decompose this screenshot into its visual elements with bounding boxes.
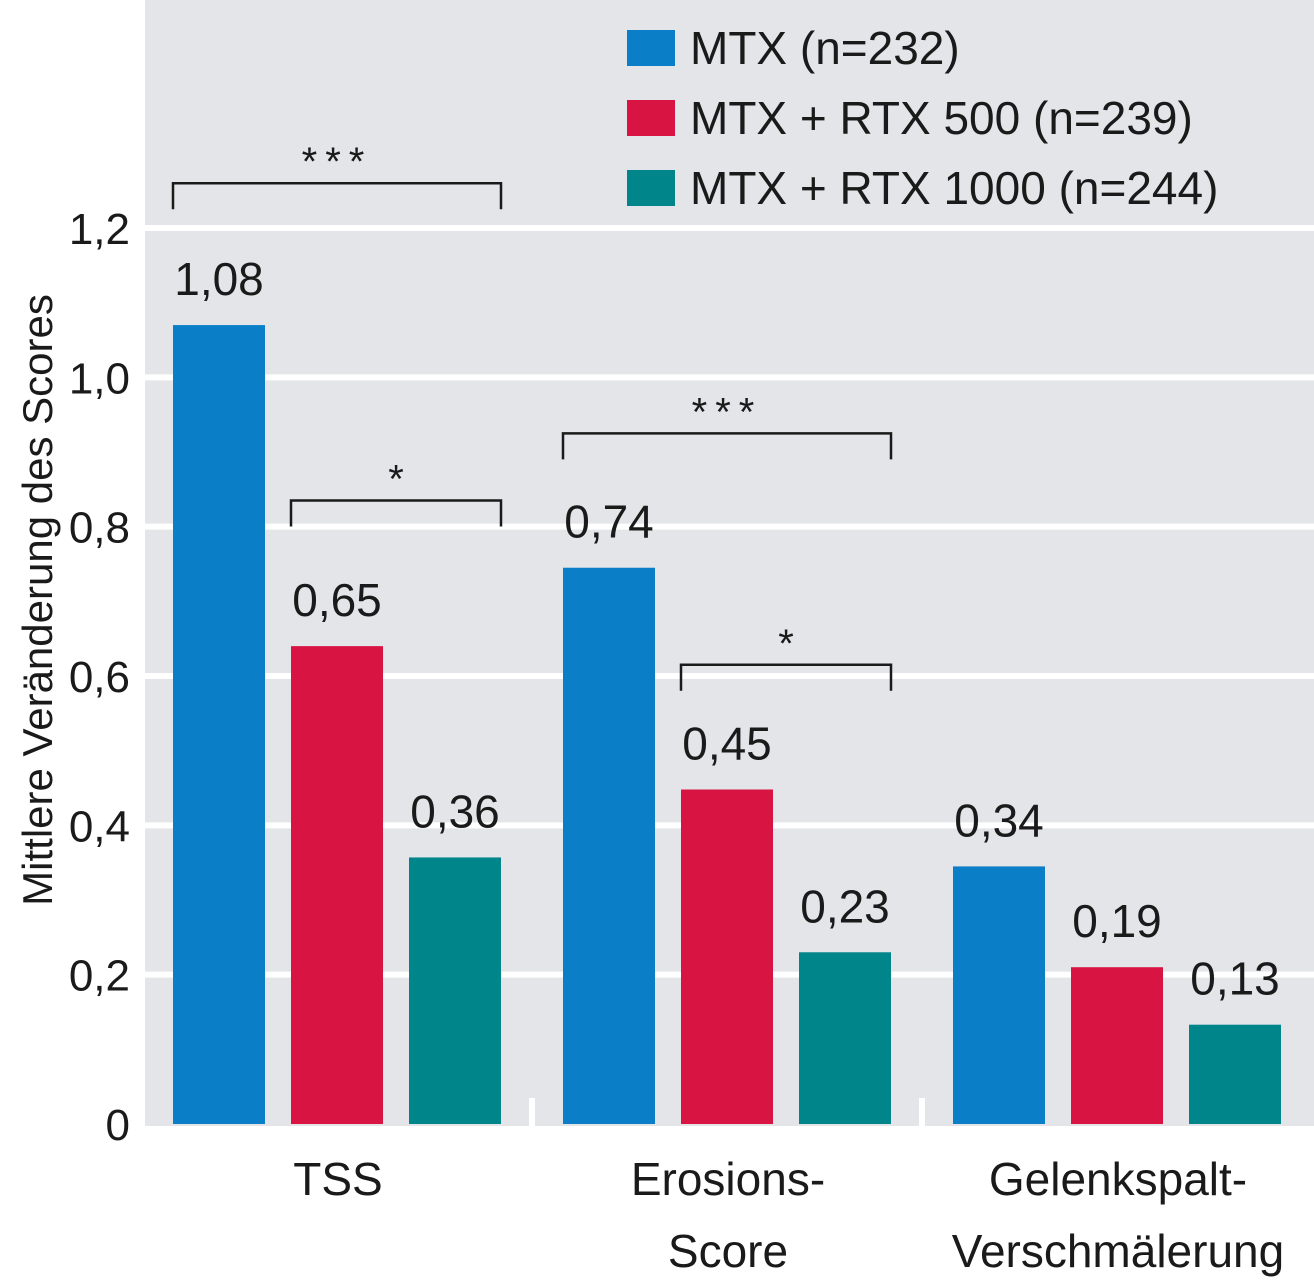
value-label: 0,13	[1190, 953, 1280, 1005]
bar	[563, 567, 655, 1124]
bar	[173, 325, 265, 1125]
value-label: 0,23	[800, 880, 890, 932]
category-label: Verschmälerung	[952, 1225, 1284, 1277]
bars	[173, 325, 1281, 1125]
category-label: Erosions-	[631, 1153, 825, 1205]
y-tick-label: 1,2	[69, 205, 130, 254]
value-labels: 1,08 0,74 0,34 0,65 0,45 0,19 0,36 0,23 0,13	[174, 253, 1280, 1005]
bar	[409, 857, 501, 1124]
value-label: 0,45	[682, 717, 772, 769]
bar	[681, 789, 773, 1124]
legend-swatch	[627, 170, 675, 206]
legend-label: MTX + RTX 500 (n=239)	[690, 92, 1193, 144]
category-label: Score	[668, 1225, 788, 1277]
value-label: 1,08	[174, 253, 264, 305]
y-tick-label: 0,6	[69, 653, 130, 702]
legend-label: MTX + RTX 1000 (n=244)	[690, 162, 1218, 214]
y-axis-label: Mittlere Veränderung des Scores	[14, 294, 61, 906]
category-label: Gelenkspalt-	[989, 1153, 1247, 1205]
legend: MTX (n=232) MTX + RTX 500 (n=239) MTX + RT…	[627, 22, 1218, 214]
value-label: 0,74	[564, 496, 654, 548]
significance-bracket	[561, 432, 893, 460]
significance-label: *	[778, 622, 794, 666]
category-label: TSS	[293, 1153, 382, 1205]
legend-swatch	[627, 100, 675, 136]
y-tick-label: 0,8	[69, 504, 130, 553]
bar	[291, 646, 383, 1124]
significance-label: *	[388, 458, 404, 502]
value-label: 0,65	[292, 574, 382, 626]
value-label: 0,34	[954, 794, 1044, 846]
y-tick-label: 0,4	[69, 802, 130, 851]
significance-label: ***	[692, 390, 763, 434]
x-axis-categories: TSS Erosions- Score Gelenkspalt- Verschmäler…	[293, 1153, 1284, 1277]
value-label: 0,36	[410, 785, 500, 837]
y-tick-label: 0,2	[69, 952, 130, 1001]
significance-brackets: ********	[171, 140, 893, 691]
value-label: 0,19	[1072, 895, 1162, 947]
bar	[1189, 1024, 1281, 1124]
bar	[1071, 967, 1163, 1124]
significance-bracket	[171, 181, 503, 210]
y-tick-label: 1,0	[69, 354, 130, 403]
legend-swatch	[627, 30, 675, 66]
y-tick-label: 0	[106, 1101, 130, 1150]
bar	[799, 952, 891, 1124]
significance-bracket	[289, 499, 503, 527]
y-axis-ticks: 0 0,2 0,4 0,6 0,8 1,0 1,2	[69, 205, 130, 1150]
bar	[953, 866, 1045, 1124]
legend-label: MTX (n=232)	[690, 22, 960, 74]
significance-bracket	[679, 663, 893, 691]
significance-label: ***	[302, 140, 373, 184]
